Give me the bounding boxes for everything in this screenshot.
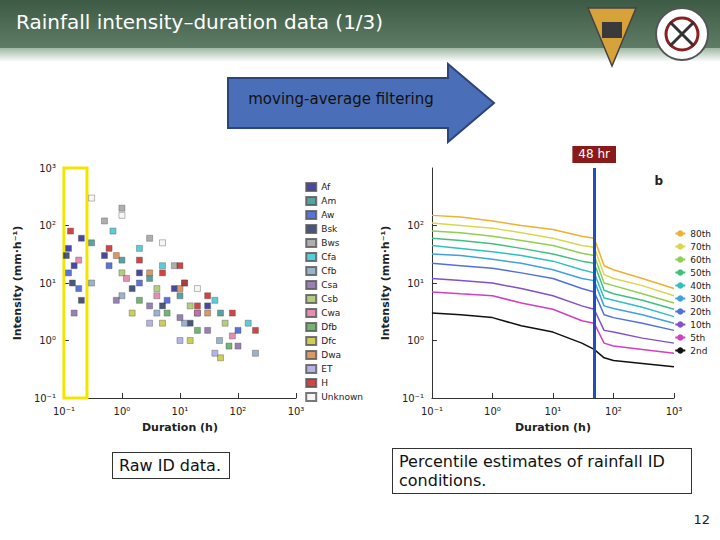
svg-text:80th: 80th <box>690 229 711 239</box>
svg-text:Duration (h): Duration (h) <box>515 421 591 434</box>
svg-text:70th: 70th <box>690 242 711 252</box>
svg-text:5th: 5th <box>690 333 705 343</box>
html-text:Percentile estimates of rainfa: Percentile estimates of rainfall ID cond… <box>399 452 665 490</box>
svg-text:10¹: 10¹ <box>39 278 56 289</box>
svg-text:Intensity (mm·h⁻¹): Intensity (mm·h⁻¹) <box>11 226 24 341</box>
svg-text:10⁻¹: 10⁻¹ <box>402 393 424 404</box>
svg-text:Cwa: Cwa <box>321 308 340 318</box>
svg-text:60th: 60th <box>690 255 711 265</box>
svg-text:Cfa: Cfa <box>321 252 336 262</box>
html-text:Rainfall intensity–duration da: Rainfall intensity–duration data (1/3) <box>16 10 384 34</box>
svg-text:Intensity (mm·h⁻¹): Intensity (mm·h⁻¹) <box>379 226 392 341</box>
svg-text:Cfb: Cfb <box>321 266 336 276</box>
html-text:moving-average filtering: moving-average filtering <box>248 90 434 108</box>
svg-text:Af: Af <box>321 182 331 192</box>
svg-text:Dfb: Dfb <box>321 322 337 332</box>
svg-text:Bsk: Bsk <box>321 224 338 234</box>
svg-text:Csa: Csa <box>321 280 338 290</box>
svg-text:Bws: Bws <box>321 238 340 248</box>
svg-text:Csb: Csb <box>321 294 338 304</box>
html-text:12: 12 <box>693 512 710 527</box>
svg-text:10¹: 10¹ <box>172 406 189 417</box>
svg-text:10⁻¹: 10⁻¹ <box>421 406 443 417</box>
svg-text:10²: 10² <box>230 406 247 417</box>
svg-text:10⁰: 10⁰ <box>484 406 501 417</box>
svg-text:Dfc: Dfc <box>321 336 336 346</box>
svg-text:Aw: Aw <box>321 210 334 220</box>
svg-text:50th: 50th <box>690 268 711 278</box>
svg-text:H: H <box>321 378 328 388</box>
svg-text:2nd: 2nd <box>690 346 707 356</box>
svg-text:10th: 10th <box>690 320 711 330</box>
svg-text:48 hr: 48 hr <box>578 147 610 161</box>
svg-text:10⁰: 10⁰ <box>114 406 131 417</box>
svg-text:Unknown: Unknown <box>321 392 363 402</box>
html-text:Raw ID data.: Raw ID data. <box>119 456 221 475</box>
svg-text:10³: 10³ <box>666 406 683 417</box>
svg-text:20th: 20th <box>690 307 711 317</box>
svg-text:b: b <box>654 174 663 188</box>
svg-text:10⁻¹: 10⁻¹ <box>34 393 56 404</box>
svg-text:Duration (h): Duration (h) <box>142 421 218 434</box>
svg-text:10⁰: 10⁰ <box>39 335 56 346</box>
svg-text:Am: Am <box>321 196 336 206</box>
svg-text:10³: 10³ <box>288 406 305 417</box>
svg-text:10¹: 10¹ <box>545 406 562 417</box>
svg-text:30th: 30th <box>690 294 711 304</box>
svg-text:10²: 10² <box>605 406 622 417</box>
svg-text:ET: ET <box>321 364 333 374</box>
svg-text:10³: 10³ <box>39 163 56 174</box>
svg-text:40th: 40th <box>690 281 711 291</box>
svg-text:10¹: 10¹ <box>407 278 424 289</box>
svg-text:10⁻¹: 10⁻¹ <box>53 406 75 417</box>
svg-text:10²: 10² <box>39 220 56 231</box>
svg-text:10²: 10² <box>407 220 424 231</box>
svg-text:Dwa: Dwa <box>321 350 341 360</box>
svg-text:10⁰: 10⁰ <box>407 335 424 346</box>
